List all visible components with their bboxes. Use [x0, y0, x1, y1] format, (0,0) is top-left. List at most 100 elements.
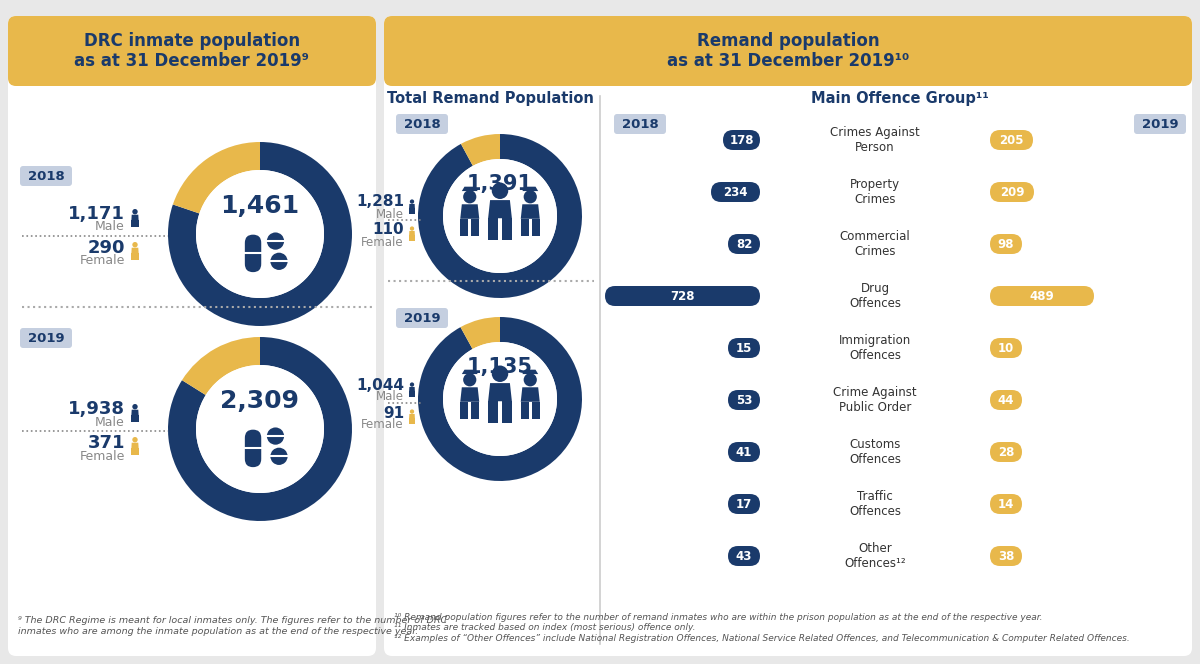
FancyBboxPatch shape	[990, 546, 1022, 566]
Text: 41: 41	[736, 446, 752, 459]
Polygon shape	[131, 410, 139, 415]
Wedge shape	[168, 337, 352, 521]
Polygon shape	[136, 415, 139, 422]
Text: Total Remand Population: Total Remand Population	[386, 90, 594, 106]
Text: 2019: 2019	[1141, 118, 1178, 131]
Polygon shape	[522, 187, 538, 191]
Polygon shape	[472, 402, 479, 420]
Polygon shape	[131, 220, 134, 226]
Circle shape	[410, 199, 414, 204]
Circle shape	[269, 252, 289, 271]
Text: ⁹ The DRC Regime is meant for local inmates only. The figures refer to the numbe: ⁹ The DRC Regime is meant for local inma…	[18, 616, 448, 635]
Text: Female: Female	[361, 418, 404, 432]
FancyBboxPatch shape	[990, 234, 1022, 254]
Polygon shape	[131, 253, 134, 260]
Text: 2019: 2019	[28, 331, 65, 345]
Circle shape	[132, 209, 138, 214]
Text: Traffic
Offences: Traffic Offences	[850, 490, 901, 518]
Polygon shape	[409, 236, 412, 240]
Wedge shape	[173, 142, 260, 213]
Polygon shape	[136, 220, 139, 226]
Polygon shape	[409, 204, 415, 208]
Text: 1,281: 1,281	[356, 195, 404, 210]
FancyBboxPatch shape	[728, 338, 760, 358]
FancyBboxPatch shape	[710, 182, 760, 202]
FancyBboxPatch shape	[728, 546, 760, 566]
Text: 17: 17	[736, 497, 752, 511]
Text: 1,938: 1,938	[68, 400, 125, 418]
Text: Male: Male	[376, 207, 404, 220]
Text: Male: Male	[95, 416, 125, 428]
Polygon shape	[461, 219, 468, 236]
Polygon shape	[488, 401, 498, 423]
Polygon shape	[136, 253, 139, 260]
Circle shape	[410, 226, 414, 230]
Circle shape	[410, 382, 414, 386]
Text: ¹⁰ Remand population figures refer to the number of remand inmates who are withi: ¹⁰ Remand population figures refer to th…	[394, 613, 1129, 643]
Text: 82: 82	[736, 238, 752, 250]
Polygon shape	[488, 218, 498, 240]
FancyBboxPatch shape	[990, 182, 1034, 202]
Text: 728: 728	[671, 290, 695, 303]
Text: 2018: 2018	[28, 169, 65, 183]
Polygon shape	[136, 448, 139, 455]
Polygon shape	[488, 200, 512, 218]
FancyBboxPatch shape	[244, 234, 263, 273]
FancyBboxPatch shape	[990, 338, 1022, 358]
Text: 178: 178	[730, 133, 754, 147]
Text: Female: Female	[361, 236, 404, 248]
FancyBboxPatch shape	[990, 390, 1022, 410]
Text: 10: 10	[998, 341, 1014, 355]
Text: 14: 14	[998, 497, 1014, 511]
Text: 2018: 2018	[403, 118, 440, 131]
Polygon shape	[131, 214, 139, 220]
Circle shape	[523, 373, 536, 386]
Circle shape	[492, 183, 509, 199]
Text: 53: 53	[736, 394, 752, 406]
Wedge shape	[461, 134, 500, 166]
Text: 1,044: 1,044	[356, 378, 404, 392]
Text: Property
Crimes: Property Crimes	[850, 178, 900, 206]
Polygon shape	[522, 370, 538, 374]
Circle shape	[410, 410, 414, 414]
FancyBboxPatch shape	[244, 428, 263, 468]
Text: 234: 234	[724, 185, 748, 199]
Text: 2018: 2018	[622, 118, 659, 131]
Text: 43: 43	[736, 550, 752, 562]
FancyBboxPatch shape	[384, 16, 1192, 86]
FancyBboxPatch shape	[8, 16, 376, 656]
Circle shape	[132, 404, 138, 410]
FancyBboxPatch shape	[728, 442, 760, 462]
Polygon shape	[131, 248, 139, 253]
FancyBboxPatch shape	[728, 234, 760, 254]
Polygon shape	[521, 219, 529, 236]
Text: 110: 110	[372, 222, 404, 238]
Polygon shape	[409, 414, 415, 418]
FancyBboxPatch shape	[728, 494, 760, 514]
Text: 44: 44	[997, 394, 1014, 406]
Polygon shape	[413, 418, 415, 424]
Polygon shape	[521, 387, 540, 402]
Text: 2019: 2019	[403, 311, 440, 325]
Circle shape	[196, 365, 324, 493]
Circle shape	[523, 190, 536, 203]
Wedge shape	[182, 337, 260, 395]
FancyBboxPatch shape	[396, 308, 448, 328]
Polygon shape	[413, 208, 415, 214]
Polygon shape	[413, 236, 415, 240]
Circle shape	[132, 437, 138, 442]
Polygon shape	[409, 387, 415, 391]
Text: Male: Male	[376, 390, 404, 404]
Text: 15: 15	[736, 341, 752, 355]
Polygon shape	[461, 387, 479, 402]
Polygon shape	[502, 401, 512, 423]
Wedge shape	[168, 142, 352, 326]
Circle shape	[265, 426, 286, 446]
Text: 209: 209	[1000, 185, 1025, 199]
Text: DRC inmate population
as at 31 December 2019⁹: DRC inmate population as at 31 December …	[74, 32, 310, 70]
FancyBboxPatch shape	[990, 130, 1033, 150]
Text: 28: 28	[998, 446, 1014, 459]
Circle shape	[196, 170, 324, 298]
Text: 489: 489	[1030, 290, 1055, 303]
FancyBboxPatch shape	[20, 166, 72, 186]
